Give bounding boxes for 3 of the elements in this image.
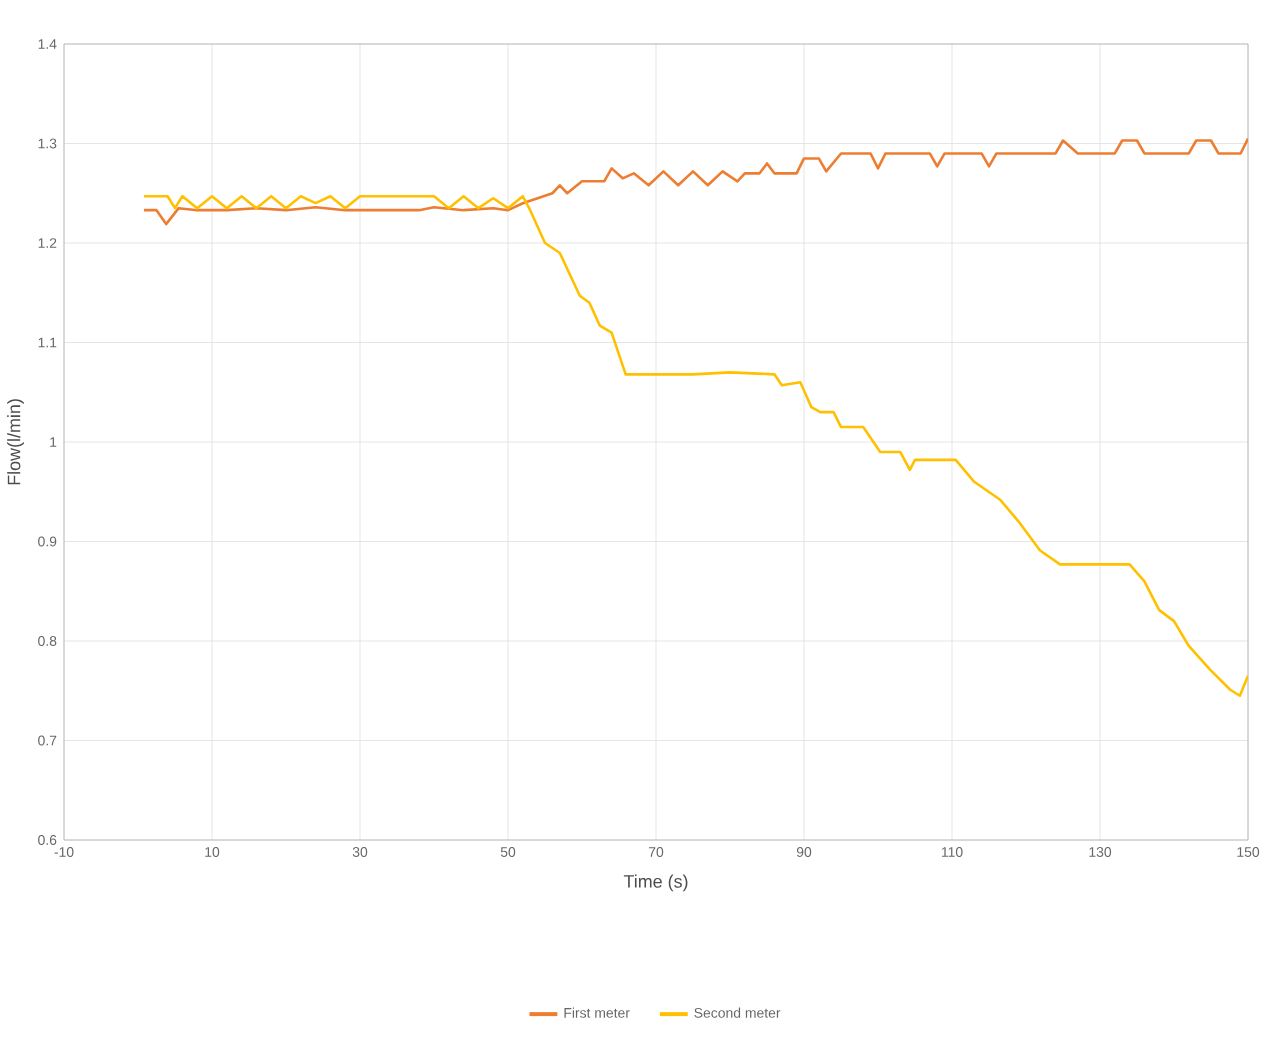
x-axis-title: Time (s)	[623, 874, 688, 892]
line-series	[142, 194, 1249, 698]
y-axis-title: Flow(l/min)	[7, 399, 24, 485]
